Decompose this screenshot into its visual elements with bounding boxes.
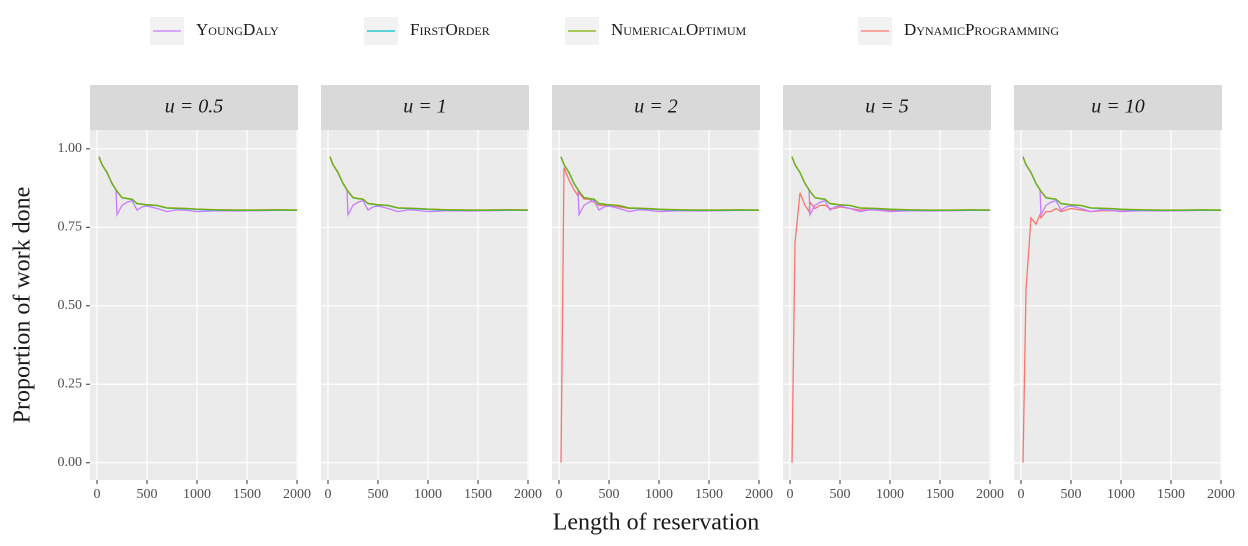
- y-axis-title: Proportion of work done: [10, 187, 36, 424]
- x-tick-label: 1500: [926, 487, 954, 502]
- strip: [1014, 85, 1222, 130]
- series-line: [329, 156, 529, 211]
- strip-label: u = 1: [403, 96, 447, 118]
- y-tick-label: 0.75: [58, 220, 83, 235]
- series-line: [791, 156, 991, 211]
- legend-label: YoungDaly: [196, 20, 279, 39]
- x-tick-label: 0: [1018, 487, 1025, 502]
- y-tick-label: 1.00: [58, 141, 83, 156]
- x-tick-label: 1500: [695, 487, 723, 502]
- x-tick-label: 500: [1061, 487, 1082, 502]
- y-tick-label: 0.50: [58, 298, 83, 313]
- x-tick-label: 0: [556, 487, 563, 502]
- x-tick-label: 0: [787, 487, 794, 502]
- series-line: [560, 156, 760, 211]
- strip: [783, 85, 991, 130]
- y-tick-label: 0.00: [58, 455, 83, 470]
- x-tick-label: 1500: [1157, 487, 1185, 502]
- strip-label: u = 10: [1091, 96, 1145, 118]
- x-tick-label: 1000: [414, 487, 442, 502]
- x-tick-label: 0: [94, 487, 101, 502]
- strip-label: u = 2: [634, 96, 678, 118]
- y-tick-label: 0.25: [58, 376, 83, 391]
- strip: [321, 85, 529, 130]
- legend-label: FirstOrder: [410, 20, 490, 39]
- x-axis-title: Length of reservation: [553, 510, 760, 536]
- x-tick-label: 2000: [1207, 487, 1235, 502]
- strip: [552, 85, 760, 130]
- strip-label: u = 5: [865, 96, 909, 118]
- x-tick-label: 2000: [976, 487, 1004, 502]
- x-tick-label: 2000: [745, 487, 773, 502]
- x-tick-label: 1000: [1107, 487, 1135, 502]
- x-tick-label: 1500: [464, 487, 492, 502]
- x-tick-label: 500: [830, 487, 851, 502]
- legend-label: NumericalOptimum: [611, 20, 747, 39]
- x-tick-label: 2000: [283, 487, 311, 502]
- x-tick-label: 2000: [514, 487, 542, 502]
- x-tick-label: 1000: [876, 487, 904, 502]
- legend-label: DynamicProgramming: [904, 20, 1059, 39]
- series-line: [98, 156, 298, 211]
- x-tick-label: 0: [325, 487, 332, 502]
- series-line: [1022, 156, 1222, 211]
- x-tick-label: 500: [368, 487, 389, 502]
- x-tick-label: 1000: [183, 487, 211, 502]
- panel: [783, 130, 991, 480]
- x-tick-label: 500: [137, 487, 158, 502]
- strip: [90, 85, 298, 130]
- x-tick-label: 500: [599, 487, 620, 502]
- x-tick-label: 1000: [645, 487, 673, 502]
- panel: [1014, 130, 1222, 480]
- x-tick-label: 1500: [233, 487, 261, 502]
- strip-label: u = 0.5: [165, 96, 224, 118]
- panel: [321, 130, 529, 480]
- panel: [90, 130, 298, 480]
- panel: [552, 130, 760, 480]
